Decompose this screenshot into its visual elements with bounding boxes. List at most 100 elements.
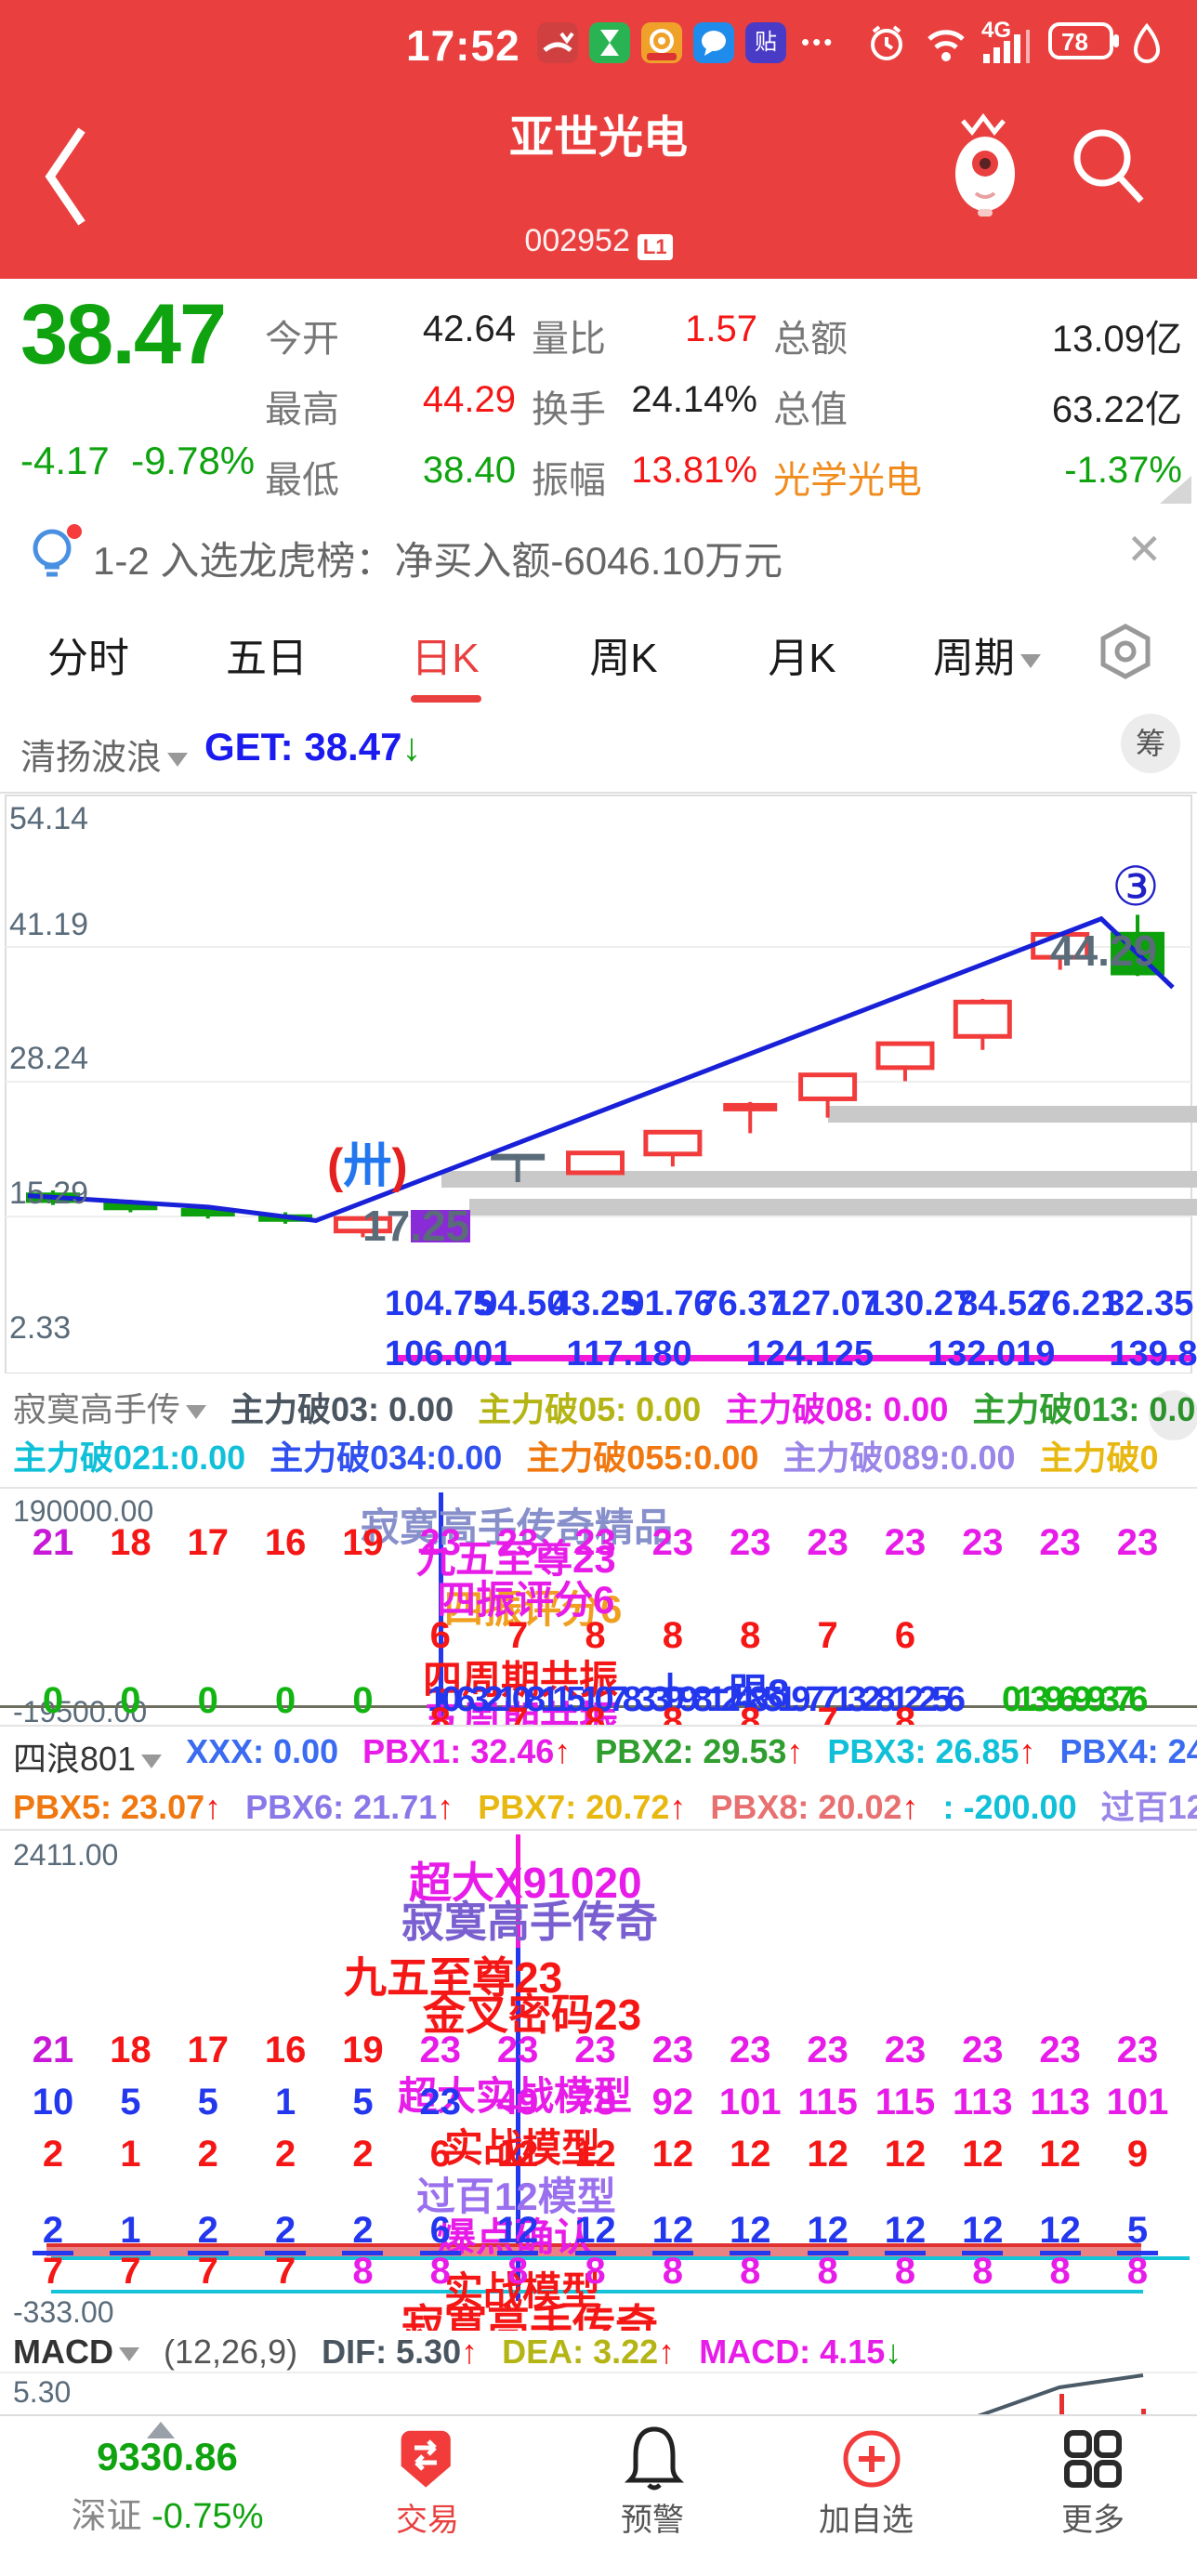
indicator-value: 主力破021:0.00 bbox=[13, 1439, 246, 1477]
indicator2-pane[interactable]: 2411.00 -333.00 超大X91020 寂寞高手传奇 九五至尊23 金… bbox=[0, 1829, 1197, 2334]
indicator-number: 8 bbox=[1049, 2251, 1071, 2292]
indicator-number: 2 bbox=[352, 2210, 374, 2251]
more-grid-icon[interactable] bbox=[1059, 2425, 1126, 2497]
index-value[interactable]: 9330.86 bbox=[97, 2435, 238, 2478]
tab-period-dropdown[interactable]: 周期 bbox=[894, 624, 1080, 684]
indicator-number: 23 bbox=[1039, 1522, 1081, 1563]
indicator-number: 1 bbox=[120, 2134, 141, 2175]
kline-canvas[interactable] bbox=[0, 794, 1197, 1375]
indicator-number: 101 bbox=[718, 2082, 782, 2123]
pane1-text: 寂寞高手传奇精品 bbox=[361, 1505, 674, 1549]
indicator-number: 8 bbox=[429, 2251, 451, 2292]
bottom-nav: 9330.86 深证 -0.75% 交易 预警 加自选 更多 bbox=[0, 2414, 1197, 2576]
indicator-number: 8 bbox=[740, 1615, 761, 1656]
indicator-number: 8 bbox=[740, 1701, 761, 1727]
nav-alert[interactable]: 预警 bbox=[621, 2503, 684, 2538]
pane1-text: 五周期共振 bbox=[423, 1699, 619, 1727]
collapse-arrow-icon[interactable] bbox=[147, 2422, 175, 2438]
add-watchlist-icon[interactable] bbox=[838, 2425, 905, 2497]
pane2-text: 过百12模型 bbox=[416, 2175, 616, 2218]
indicator-value: PBX1: 32.46↑ bbox=[362, 1732, 572, 1770]
nav-add-watchlist[interactable]: 加自选 bbox=[819, 2503, 914, 2538]
crosshair-line-blue bbox=[516, 1948, 520, 2301]
macd-pane[interactable]: 5.30 bbox=[0, 2372, 1197, 2416]
pane2-text: 寂寞高手传奇 bbox=[401, 2301, 658, 2334]
indicator-number: 23 bbox=[807, 1522, 848, 1563]
tab-minute[interactable]: 分时 bbox=[47, 636, 129, 681]
nav-trade[interactable]: 交易 bbox=[396, 2503, 459, 2538]
close-icon[interactable]: ✕ bbox=[1126, 525, 1163, 573]
indicator-number: 19 bbox=[342, 2030, 384, 2070]
crosshair-line bbox=[439, 1492, 443, 1721]
quote-expand-fold[interactable] bbox=[1160, 476, 1191, 504]
indicator-value: PBX2: 29.53↑ bbox=[595, 1732, 804, 1770]
alert-bell-icon[interactable] bbox=[621, 2424, 688, 2499]
clock-time: 17:52 bbox=[406, 21, 520, 70]
search-icon[interactable] bbox=[1067, 123, 1151, 211]
indicator-number: 23 bbox=[962, 2030, 1004, 2070]
indicator-number: 2 bbox=[197, 2210, 218, 2251]
indicator-number: 0 bbox=[197, 1680, 218, 1721]
indicator-value: 过百12模 bbox=[1100, 1788, 1197, 1826]
indicator1-selector[interactable]: 寂寞高手传 bbox=[13, 1383, 207, 1431]
level-strike-line bbox=[398, 1355, 1195, 1361]
indicator-value: 主力破013: 0.00 bbox=[972, 1390, 1197, 1428]
tab-weekly-k[interactable]: 周K bbox=[589, 636, 658, 681]
indicator-number: 12 bbox=[651, 2134, 694, 2175]
indicator-number: 8 bbox=[352, 2251, 374, 2292]
wifi-icon bbox=[922, 20, 970, 70]
indicator-number: 10 bbox=[32, 2082, 74, 2123]
app-header: 亚世光电 002952 L1 bbox=[0, 84, 1197, 279]
trade-icon[interactable] bbox=[394, 2427, 461, 2499]
quote-value: 63.22亿 bbox=[1051, 389, 1182, 430]
macd-selector[interactable]: MACD bbox=[13, 2333, 139, 2372]
quote-level-badge: L1 bbox=[637, 233, 673, 260]
indicator2-selector[interactable]: 四浪801 bbox=[13, 1732, 163, 1781]
indicator-number: 5 bbox=[120, 2082, 141, 2123]
chip-distribution-badge[interactable]: 筹 bbox=[1121, 714, 1180, 773]
tab-daily-k[interactable]: 日K bbox=[411, 636, 480, 681]
missed-call-icon bbox=[537, 22, 578, 63]
stock-code: 002952 bbox=[524, 223, 630, 258]
weibo-app-icon bbox=[641, 22, 682, 63]
macd-params: (12,26,9) bbox=[163, 2333, 298, 2371]
indicator-number: 7 bbox=[42, 2251, 64, 2292]
scroll-handle[interactable] bbox=[1149, 1390, 1197, 1440]
indicator1-header: 寂寞高手传 主力破03: 0.00 主力破05: 0.00 主力破08: 0.00 主… bbox=[0, 1373, 1197, 1487]
index-summary[interactable]: 深证 -0.75% bbox=[71, 2497, 264, 2536]
pane1-y-max: 190000.00 bbox=[13, 1494, 154, 1528]
indicator-number: 18 bbox=[110, 1522, 151, 1563]
indicator-number: 12 bbox=[729, 2134, 771, 2175]
news-bar[interactable]: 1-2 入选龙虎榜：净买入额-6046.10万元 ✕ bbox=[0, 509, 1197, 597]
status-bar: 17:52 贴 ••• 4G 78 bbox=[0, 0, 1197, 84]
macd-y-label: 5.30 bbox=[13, 2375, 72, 2409]
nav-more[interactable]: 更多 bbox=[1061, 2503, 1125, 2538]
signal-band bbox=[46, 2243, 1141, 2256]
indicator-number: 8 bbox=[740, 2251, 761, 2292]
indicator-number: 12 bbox=[651, 2210, 694, 2251]
indicator-number: 8 bbox=[1126, 2251, 1149, 2292]
kline-chart-pane[interactable]: 54.14 41.19 28.24 15.29 2.33 (卅) 17.25 4… bbox=[0, 792, 1197, 1377]
trough-price-label: 17.25 bbox=[362, 1202, 470, 1250]
overlay-indicator-selector[interactable]: 清扬波浪 bbox=[20, 729, 189, 780]
indicator-value: 主力破03: 0.00 bbox=[230, 1390, 454, 1428]
indicator-number: 8 bbox=[585, 2251, 606, 2292]
signal-4g-icon: 4G bbox=[981, 17, 1039, 70]
indicator-number: 6 bbox=[429, 2210, 451, 2251]
quote-label: 今开 bbox=[265, 319, 339, 360]
indicator-number: 0 bbox=[352, 1680, 374, 1721]
back-button[interactable] bbox=[37, 121, 93, 237]
mascot-icon[interactable] bbox=[944, 104, 1028, 230]
tab-5day[interactable]: 五日 bbox=[226, 636, 308, 681]
tab-monthly-k[interactable]: 月K bbox=[768, 636, 836, 681]
pane2-y-max: 2411.00 bbox=[13, 1838, 119, 1872]
indicator1-pane[interactable]: 190000.00 -19500.00 寂寞高手传奇精品 九五至尊23 四振评分… bbox=[0, 1487, 1197, 1727]
indicator-number: 0 bbox=[120, 1680, 141, 1721]
quote-value: -1.37% bbox=[1064, 450, 1182, 491]
quote-value: 1.57 bbox=[685, 309, 757, 349]
indicator-number: 8 bbox=[585, 1615, 606, 1656]
pane2-text: 超大实战模型 bbox=[398, 2074, 633, 2118]
chart-settings-icon[interactable] bbox=[1093, 619, 1158, 689]
indicator-value: PBX8: 20.02↑ bbox=[710, 1788, 919, 1826]
